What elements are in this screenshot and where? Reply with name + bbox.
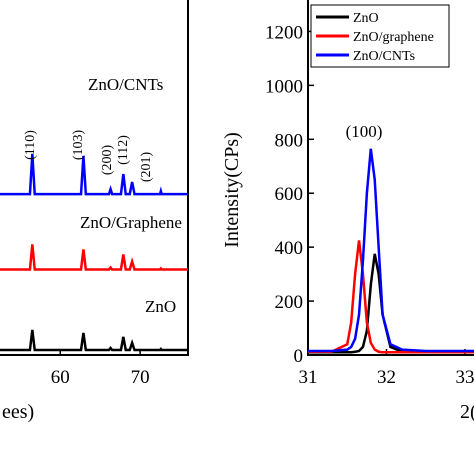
series-line — [308, 253, 474, 354]
peak-label: (200) — [100, 145, 115, 176]
plot-frame — [307, 0, 474, 356]
series-label: ZnO/Graphene — [80, 213, 182, 232]
series-line — [0, 153, 188, 196]
y-tick-label: 0 — [294, 346, 304, 367]
y-axis-label: Intensity(CPs) — [221, 132, 243, 248]
plot-frame — [0, 0, 189, 356]
peak-label: (103) — [71, 130, 86, 161]
peak-label: (112) — [116, 135, 131, 165]
legend-label: ZnO/CNTs — [353, 49, 415, 64]
series-label: ZnO — [145, 297, 176, 316]
x-tick-label: 33 — [456, 367, 474, 388]
series-line — [0, 244, 188, 271]
x-axis-label: 2( — [460, 401, 474, 423]
legend-label: ZnO — [353, 11, 379, 26]
y-tick-label: 1200 — [265, 22, 303, 43]
peak-label: (201) — [139, 152, 154, 183]
x-tick-label: 32 — [377, 367, 396, 388]
x-axis-label: ees) — [2, 401, 34, 423]
y-tick-label: 800 — [275, 130, 304, 151]
x-tick-label: 60 — [51, 367, 70, 388]
series-line — [308, 240, 474, 354]
peak-label: (110) — [23, 130, 38, 160]
series-label: ZnO/CNTs — [88, 75, 163, 94]
y-tick-label: 1000 — [265, 76, 303, 97]
series-line — [0, 329, 188, 352]
y-tick-label: 600 — [275, 184, 304, 205]
series-line — [308, 148, 474, 353]
y-tick-label: 200 — [275, 292, 304, 313]
peak-annotation: (100) — [346, 122, 383, 141]
y-tick-label: 400 — [275, 238, 304, 259]
legend-label: ZnO/graphene — [353, 30, 434, 45]
x-tick-label: 70 — [131, 367, 150, 388]
x-tick-label: 31 — [299, 367, 318, 388]
